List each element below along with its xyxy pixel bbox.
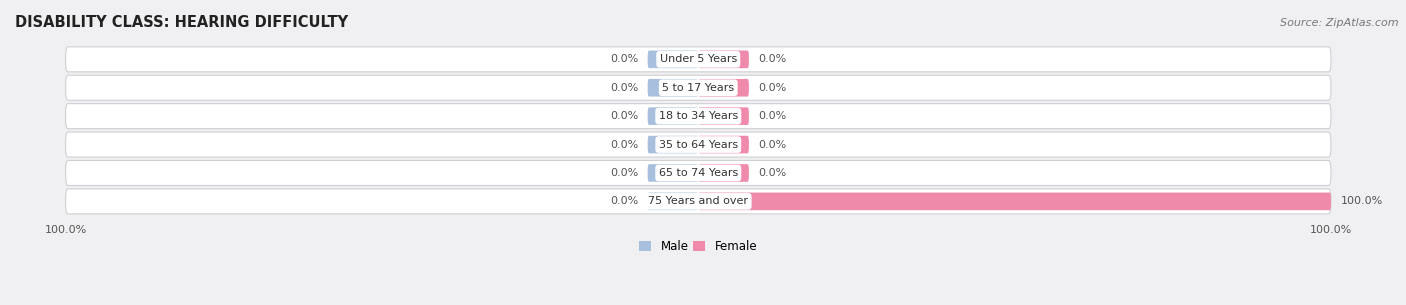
Text: 100.0%: 100.0% (1340, 196, 1382, 206)
FancyBboxPatch shape (66, 132, 1331, 157)
FancyBboxPatch shape (699, 136, 749, 153)
Text: 0.0%: 0.0% (758, 140, 786, 149)
Text: 0.0%: 0.0% (610, 168, 638, 178)
Text: 75 Years and over: 75 Years and over (648, 196, 748, 206)
FancyBboxPatch shape (66, 189, 1331, 214)
FancyBboxPatch shape (648, 79, 699, 97)
Text: Source: ZipAtlas.com: Source: ZipAtlas.com (1281, 18, 1399, 28)
FancyBboxPatch shape (66, 47, 1331, 72)
Text: 0.0%: 0.0% (758, 54, 786, 64)
Text: 0.0%: 0.0% (610, 140, 638, 149)
Text: DISABILITY CLASS: HEARING DIFFICULTY: DISABILITY CLASS: HEARING DIFFICULTY (15, 15, 349, 30)
Text: 0.0%: 0.0% (610, 54, 638, 64)
FancyBboxPatch shape (66, 160, 1331, 185)
Legend: Male, Female: Male, Female (640, 240, 758, 253)
Text: 0.0%: 0.0% (758, 83, 786, 93)
Text: 0.0%: 0.0% (758, 168, 786, 178)
FancyBboxPatch shape (648, 51, 699, 68)
FancyBboxPatch shape (648, 192, 699, 210)
Text: 35 to 64 Years: 35 to 64 Years (658, 140, 738, 149)
Text: 65 to 74 Years: 65 to 74 Years (658, 168, 738, 178)
FancyBboxPatch shape (648, 136, 699, 153)
FancyBboxPatch shape (66, 104, 1331, 129)
Text: 0.0%: 0.0% (610, 111, 638, 121)
FancyBboxPatch shape (699, 79, 749, 97)
FancyBboxPatch shape (699, 192, 1331, 210)
Text: 0.0%: 0.0% (610, 196, 638, 206)
Text: 0.0%: 0.0% (610, 83, 638, 93)
FancyBboxPatch shape (699, 51, 749, 68)
FancyBboxPatch shape (699, 164, 749, 182)
Text: 5 to 17 Years: 5 to 17 Years (662, 83, 734, 93)
FancyBboxPatch shape (699, 107, 749, 125)
Text: Under 5 Years: Under 5 Years (659, 54, 737, 64)
FancyBboxPatch shape (66, 75, 1331, 100)
Text: 18 to 34 Years: 18 to 34 Years (658, 111, 738, 121)
Text: 0.0%: 0.0% (758, 111, 786, 121)
FancyBboxPatch shape (648, 164, 699, 182)
FancyBboxPatch shape (648, 107, 699, 125)
